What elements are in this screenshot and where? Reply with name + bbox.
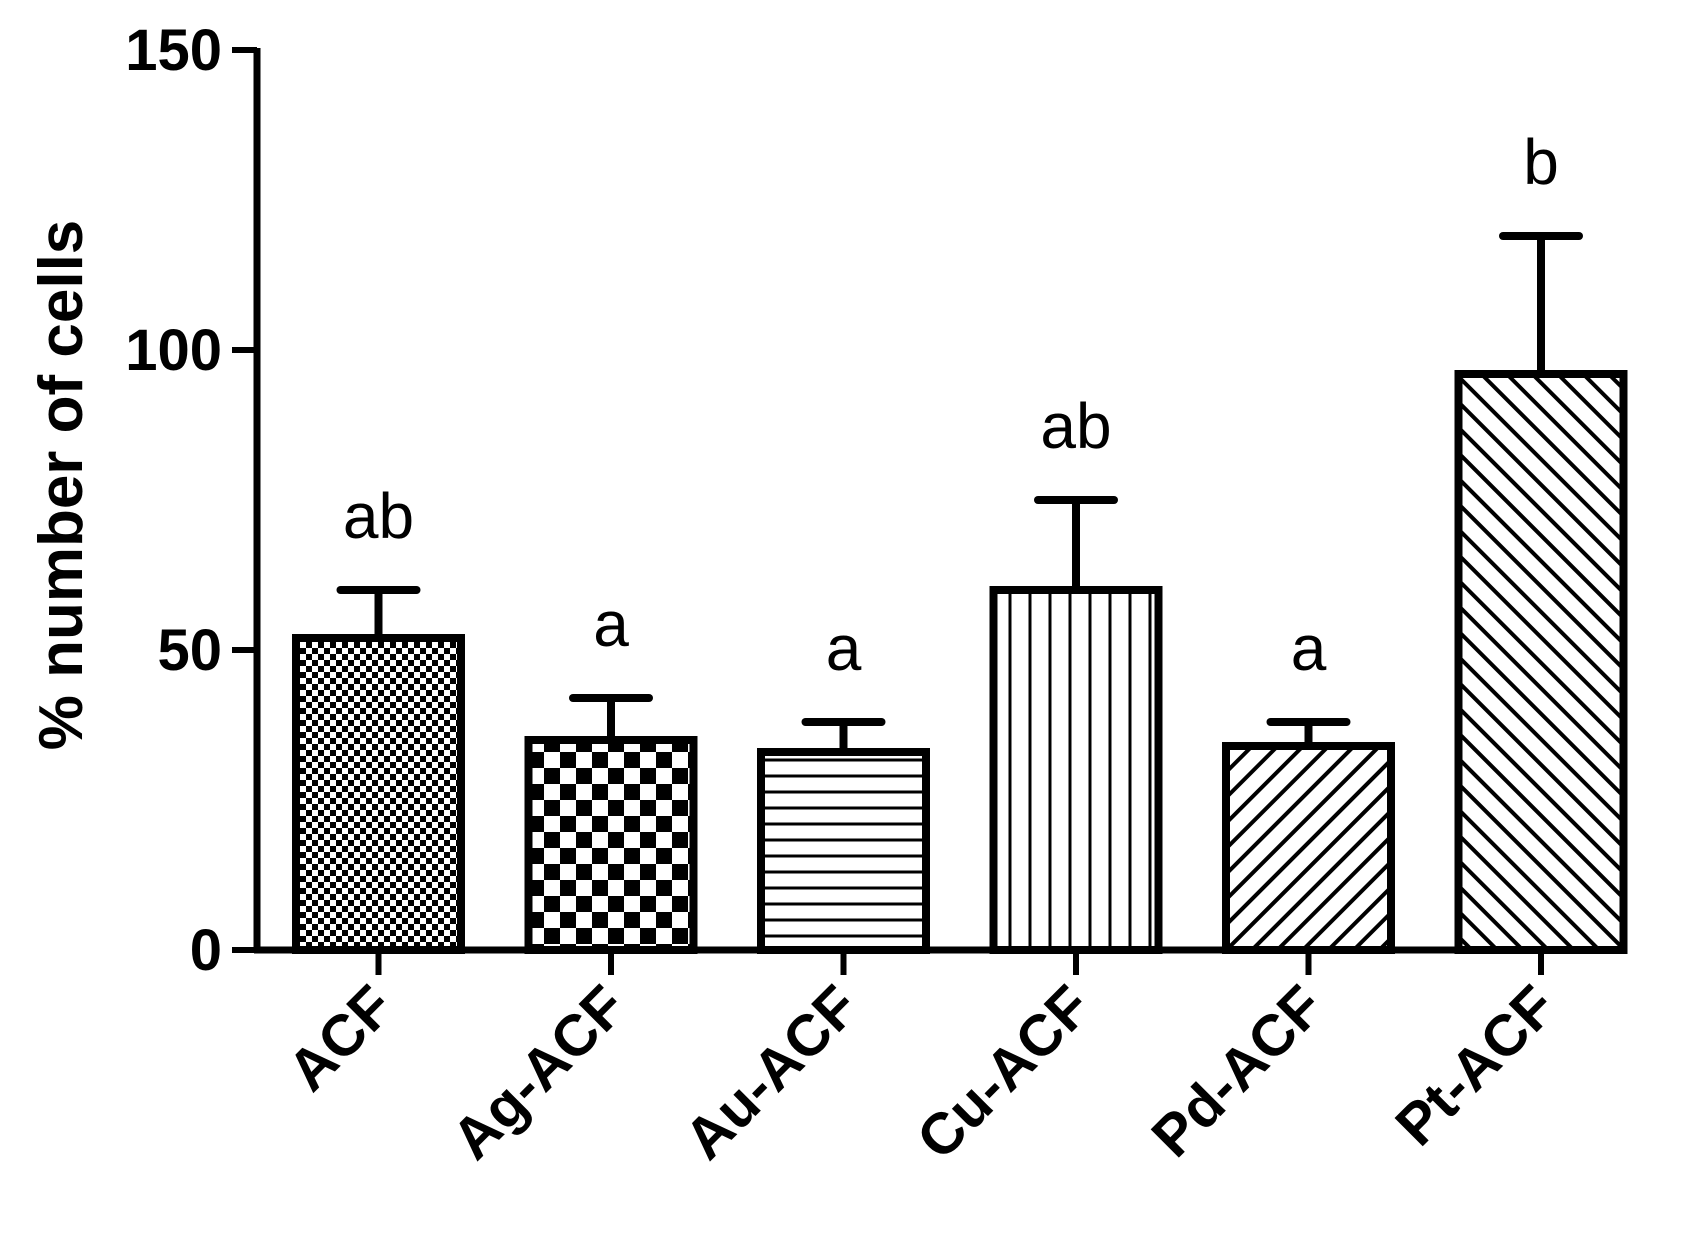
bar-pd-acf	[1222, 742, 1395, 954]
y-tick-label: 50	[157, 618, 222, 683]
x-tick-label-pt-acf: Pt-ACF	[1383, 973, 1568, 1158]
bar-cu-acf	[989, 586, 1163, 954]
y-axis: 0 50 100 150	[125, 18, 261, 983]
x-tick-label-pd-acf: Pd-ACF	[1139, 973, 1335, 1169]
x-axis: ACF Ag-ACF Au-ACF Cu-ACF Pd-ACF Pt-ACF	[254, 946, 1568, 1172]
y-tick-label: 150	[125, 18, 222, 83]
y-tick-label: 100	[125, 318, 222, 383]
x-ticks: ACF Ag-ACF Au-ACF Cu-ACF Pd-ACF Pt-ACF	[275, 950, 1568, 1172]
y-axis-label: % number of cells	[27, 220, 96, 751]
bar-acf	[292, 634, 465, 954]
bar-au-acf	[757, 748, 930, 954]
x-tick-label-au-acf: Au-ACF	[672, 973, 871, 1172]
bar-pt-acf	[1454, 370, 1628, 954]
y-tick-label: 0	[190, 918, 222, 983]
error-bars-group	[336, 232, 1583, 756]
significance-label-pt-acf: b	[1523, 126, 1559, 198]
x-tick-label-ag-acf: Ag-ACF	[440, 973, 639, 1172]
significance-label-pd-acf: a	[1291, 612, 1327, 684]
significance-label-acf: ab	[343, 480, 414, 552]
bars-group	[292, 370, 1628, 954]
significance-label-ag-acf: a	[593, 588, 629, 660]
significance-label-cu-acf: ab	[1040, 390, 1111, 462]
bar-ag-acf	[524, 736, 698, 954]
x-tick-label-acf: ACF	[275, 973, 405, 1103]
x-tick-label-cu-acf: Cu-ACF	[905, 973, 1104, 1172]
y-ticks: 0 50 100 150	[125, 18, 257, 983]
significance-label-au-acf: a	[826, 612, 862, 684]
